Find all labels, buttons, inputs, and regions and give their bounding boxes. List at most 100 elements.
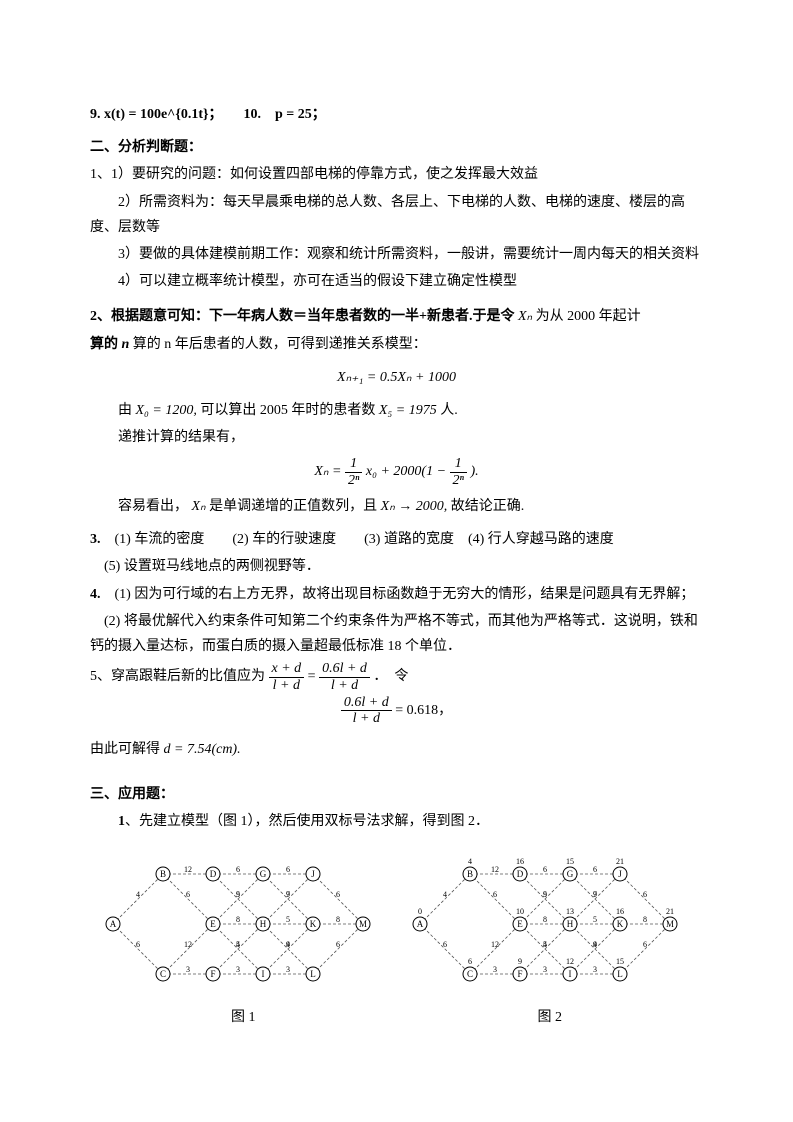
q2-l5c: 是单调递增的正值数列，且: [209, 499, 377, 514]
svg-text:13: 13: [566, 907, 574, 916]
svg-text:6: 6: [493, 890, 497, 899]
q5-l2b: d = 7.54(cm).: [164, 742, 241, 757]
frac-xd-top: x + d: [269, 661, 305, 677]
svg-text:G: G: [567, 869, 574, 879]
svg-text:8: 8: [643, 915, 647, 924]
svg-text:4: 4: [443, 890, 447, 899]
svg-text:16: 16: [516, 857, 524, 866]
frac-ld-bot2: l + d: [319, 678, 370, 693]
q2-l5e: 故结论正确.: [451, 499, 525, 514]
q5-l1a: 5、穿高跟鞋后新的比值应为: [90, 669, 265, 684]
q2-eq1: Xₙ₊₁ = 0.5Xₙ + 1000: [90, 365, 703, 390]
svg-text:A: A: [417, 919, 424, 929]
svg-text:6: 6: [643, 940, 647, 949]
figure-1-block: 4612612369585436795943686ABCDEFGHIJKLM 图…: [103, 854, 383, 1030]
svg-text:3: 3: [186, 965, 190, 974]
svg-text:F: F: [211, 969, 216, 979]
frac-ld-bot1: l + d: [269, 678, 305, 693]
frac-06ld-top: 0.6l + d: [319, 661, 370, 677]
svg-text:E: E: [517, 919, 523, 929]
section2-title: 二、分析判断题：: [90, 135, 703, 160]
svg-text:4: 4: [543, 940, 547, 949]
svg-text:I: I: [568, 969, 571, 979]
fig2-caption: 图 2: [410, 1005, 690, 1030]
q1-l2: 2）所需资料为：每天早晨乘电梯的总人数、各层上、下电梯的人数、电梯的速度、楼层的…: [90, 190, 703, 240]
q2-l3: 由 X₀ = 1200, 可以算出 2005 年时的患者数 X₅ = 1975 …: [90, 398, 703, 423]
q9-10-text: 9. x(t) = 100e^{0.1t}； 10. p = 25；: [90, 107, 326, 122]
svg-text:9: 9: [286, 890, 290, 899]
q5-l2a: 由此可解得: [90, 742, 160, 757]
svg-text:5: 5: [543, 890, 547, 899]
svg-text:I: I: [262, 969, 265, 979]
svg-text:4: 4: [593, 940, 597, 949]
figure-2-block: 4612612369585436795943686A0B4C6D16E10F9G…: [410, 854, 690, 1030]
q2-l5b: Xₙ: [192, 499, 206, 514]
q2-eq2: Xₙ = 1 2ⁿ x₀ + 2000(1 − 1 2ⁿ ).: [90, 456, 703, 488]
svg-text:4: 4: [136, 890, 140, 899]
svg-text:B: B: [160, 869, 166, 879]
svg-text:K: K: [617, 919, 624, 929]
svg-text:C: C: [467, 969, 473, 979]
q2-l1c: 为从 2000 年起计: [536, 309, 641, 324]
svg-text:12: 12: [184, 865, 192, 874]
s3-q1: 1、先建立模型（图 1），然后使用双标号法求解，得到图 2．: [90, 809, 703, 834]
q4-l2: (2) 将最优解代入约束条件可知第二个约束条件为严格不等式，而其他为严格等式．这…: [90, 609, 703, 659]
svg-text:M: M: [666, 919, 674, 929]
svg-text:E: E: [211, 919, 217, 929]
q2-l3b: X₀ = 1200,: [136, 403, 197, 418]
svg-text:3: 3: [236, 965, 240, 974]
fig1-caption: 图 1: [103, 1005, 383, 1030]
svg-text:3: 3: [593, 965, 597, 974]
svg-text:12: 12: [491, 865, 499, 874]
svg-text:6: 6: [136, 940, 140, 949]
figures-row: 4612612369585436795943686ABCDEFGHIJKLM 图…: [90, 854, 703, 1030]
svg-text:16: 16: [616, 907, 624, 916]
q1-l3: 3）要做的具体建模前期工作：观察和统计所需资料，一般讲，需要统计一周内每天的相关…: [90, 242, 703, 267]
frac-top-1: 1: [345, 456, 362, 472]
svg-text:21: 21: [616, 857, 624, 866]
svg-text:12: 12: [491, 940, 499, 949]
q3-l1: 3.3. (1) 车流的密度 (2) 车的行驶速度 (3) 道路的宽度 (4) …: [90, 527, 703, 552]
svg-text:5: 5: [286, 915, 290, 924]
svg-text:G: G: [260, 869, 267, 879]
q5-l2: 由此可解得 d = 7.54(cm).: [90, 737, 703, 762]
q2-l3d: X₅ = 1975: [379, 403, 437, 418]
q2-l5: 容易看出， Xₙ 是单调递增的正值数列，且 Xₙ → 2000, 故结论正确.: [90, 494, 703, 519]
svg-text:D: D: [210, 869, 217, 879]
q2-eq2a: Xₙ =: [314, 464, 345, 479]
svg-text:K: K: [310, 919, 317, 929]
figure-2-graph: 4612612369585436795943686A0B4C6D16E10F9G…: [410, 854, 690, 999]
svg-text:F: F: [517, 969, 522, 979]
q2-eq2b: x₀ + 2000(1 −: [366, 464, 450, 479]
svg-text:21: 21: [666, 907, 674, 916]
svg-text:6: 6: [643, 890, 647, 899]
q1-l4: 4）可以建立概率统计模型，亦可在适当的假设下建立确定性模型: [90, 269, 703, 294]
svg-text:J: J: [618, 869, 622, 879]
svg-text:A: A: [110, 919, 117, 929]
svg-text:6: 6: [336, 940, 340, 949]
svg-text:12: 12: [566, 957, 574, 966]
q4-l1: 4. (1) 因为可行域的右上方无界，故将出现目标函数趋于无穷大的情形，结果是问…: [90, 582, 703, 607]
svg-text:L: L: [311, 969, 317, 979]
q2-l3a: 由: [118, 403, 132, 418]
svg-text:6: 6: [236, 865, 240, 874]
svg-text:5: 5: [593, 915, 597, 924]
q2-l1: 2、根据题意可知：下一年病人数＝当年患者数的一半+新患者.于是令 Xₙ 为从 2…: [90, 304, 703, 329]
svg-text:4: 4: [236, 940, 240, 949]
svg-text:6: 6: [543, 865, 547, 874]
frac-bot-2n-2: 2ⁿ: [450, 473, 467, 488]
q5-eq-rhs: = 0.618，: [395, 703, 452, 718]
q5-l1b: ． 令: [373, 669, 408, 684]
svg-text:0: 0: [418, 907, 422, 916]
svg-text:9: 9: [518, 957, 522, 966]
svg-text:6: 6: [468, 957, 472, 966]
q2-l2: 算的 n 算的 n 年后患者的人数，可得到递推关系模型：: [90, 332, 703, 357]
section3-title: 三、应用题：: [90, 782, 703, 807]
svg-text:4: 4: [468, 857, 472, 866]
svg-text:D: D: [517, 869, 524, 879]
svg-text:8: 8: [543, 915, 547, 924]
q2-l2-text: 算的 n 算的 n 年后患者的人数，可得到递推关系模型：: [90, 337, 427, 352]
figure-1-graph: 4612612369585436795943686ABCDEFGHIJKLM: [103, 854, 383, 999]
q2-l3e: 人.: [440, 403, 458, 418]
svg-text:9: 9: [593, 890, 597, 899]
